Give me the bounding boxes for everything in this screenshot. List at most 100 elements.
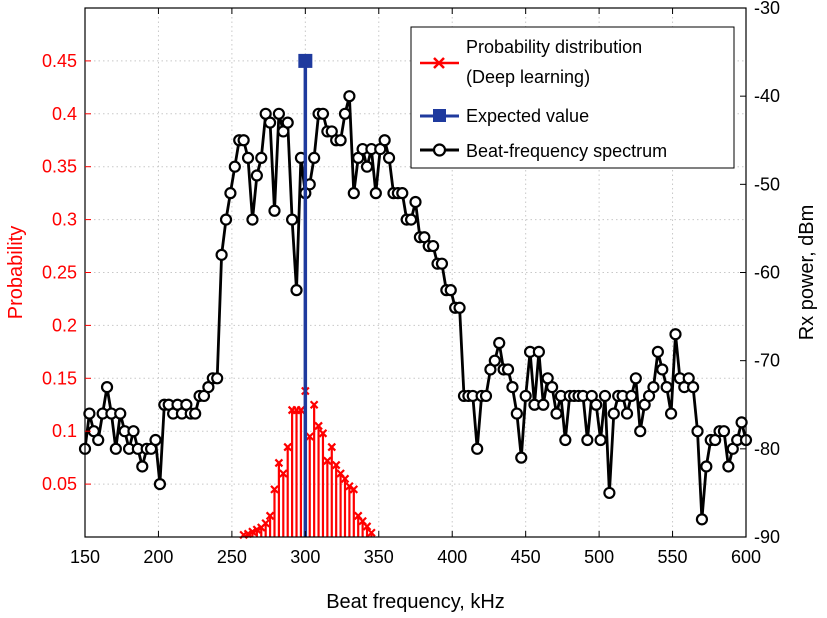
legend-label-probability: Probability distribution	[466, 37, 642, 57]
y-left-tick-label: 0.25	[42, 263, 77, 283]
axis-ticks: 150 200 250 300 350 400 450 500 550 600 0.05 0.1 0.1…	[42, 0, 780, 567]
spectrum-point	[369, 187, 382, 200]
probability-stem	[367, 528, 376, 538]
spectrum-point	[263, 116, 277, 129]
spectrum-point	[268, 204, 281, 217]
legend-marker-spectrum	[420, 143, 459, 157]
spectrum-point	[629, 372, 642, 385]
probability-stem	[331, 460, 341, 537]
spectrum-point	[246, 213, 259, 226]
probability-stem	[274, 458, 284, 537]
spectrum-point	[149, 433, 162, 447]
spectrum-point	[338, 107, 352, 120]
spectrum-point	[347, 187, 360, 200]
spectrum-point	[581, 433, 594, 447]
spectrum-point	[127, 425, 140, 438]
spectrum-point	[488, 354, 501, 367]
y-left-tick-label: 0.05	[42, 474, 77, 494]
spectrum-point	[620, 407, 634, 420]
x-tick-label: 300	[290, 547, 320, 567]
spectrum-point	[228, 160, 241, 173]
probability-stem	[296, 405, 306, 537]
probability-stem	[314, 421, 323, 537]
spectrum-point	[308, 151, 321, 164]
spectrum-point	[717, 425, 731, 438]
probability-stem	[261, 518, 270, 537]
legend-label-probability-line2: (Deep learning)	[466, 67, 590, 87]
probability-stem	[248, 527, 257, 537]
spectrum-point	[634, 425, 647, 438]
x-tick-label: 250	[217, 547, 247, 567]
y-left-tick-label: 0.35	[42, 157, 77, 177]
spectrum-point	[453, 301, 466, 314]
x-tick-label: 550	[658, 547, 688, 567]
spectrum-point	[722, 460, 735, 473]
spectrum-point	[237, 134, 250, 147]
x-tick-label: 400	[437, 547, 467, 567]
spectrum-point	[550, 407, 563, 420]
probability-stem	[327, 442, 337, 537]
spectrum-point	[272, 107, 285, 120]
probability-stem	[362, 522, 372, 537]
spectrum-point	[343, 90, 356, 103]
spectrum-point	[250, 169, 263, 182]
spectrum-point	[664, 407, 678, 420]
spectrum-point	[607, 407, 620, 420]
spectrum-point	[109, 442, 122, 455]
probability-stem	[283, 442, 292, 537]
spectrum-point	[409, 195, 422, 209]
spectrum-point	[546, 381, 559, 394]
y-right-tick-label: -40	[754, 86, 780, 106]
probability-stem	[340, 474, 350, 537]
spectrum-point	[506, 381, 519, 394]
spectrum-point	[334, 134, 347, 147]
probability-stem	[279, 469, 288, 537]
spectrum-point	[435, 257, 449, 270]
spectrum-point	[471, 442, 484, 455]
y-left-tick-label: 0.2	[52, 315, 77, 335]
spectrum-point	[532, 345, 545, 358]
spectrum-point	[594, 433, 607, 447]
x-tick-label: 500	[584, 547, 614, 567]
spectrum-point	[735, 416, 748, 429]
spectrum-point	[83, 407, 96, 420]
spectrum-series	[78, 90, 753, 526]
probability-stem	[349, 485, 359, 537]
spectrum-point	[598, 389, 612, 403]
spectrum-point	[427, 239, 440, 253]
probability-stem	[252, 525, 262, 537]
spectrum-point	[656, 363, 669, 376]
spectrum-point	[189, 407, 202, 420]
probability-stem	[265, 511, 275, 537]
spectrum-point	[660, 381, 673, 394]
spectrum-point	[211, 372, 224, 385]
probability-stem	[270, 485, 279, 537]
spectrum-point	[700, 460, 713, 473]
spectrum-point	[136, 460, 149, 473]
spectrum-point	[241, 151, 255, 164]
y-right-tick-label: -80	[754, 439, 780, 459]
spectrum-point	[501, 363, 515, 376]
y-left-tick-label: 0.45	[42, 51, 77, 71]
x-tick-label: 450	[511, 547, 541, 567]
spectrum-point	[396, 187, 409, 200]
y-right-tick-label: -60	[754, 263, 780, 283]
spectrum-point	[510, 407, 523, 420]
spectrum-point	[382, 151, 396, 164]
spectrum-point	[114, 407, 127, 420]
spectrum-point	[590, 398, 603, 411]
spectrum-point	[316, 107, 330, 120]
spectrum-point	[651, 345, 664, 358]
probability-stem	[318, 429, 328, 537]
spectrum-point	[479, 389, 493, 403]
y-right-tick-label: -70	[754, 351, 780, 371]
spectrum-point	[100, 381, 114, 394]
y-left-tick-label: 0.15	[42, 368, 77, 388]
spectrum-point	[625, 389, 638, 403]
legend-box	[410, 26, 735, 169]
spectrum-point	[695, 513, 709, 526]
probability-stem	[323, 456, 332, 537]
y-right-tick-label: -90	[754, 527, 780, 547]
spectrum-point	[153, 478, 167, 491]
